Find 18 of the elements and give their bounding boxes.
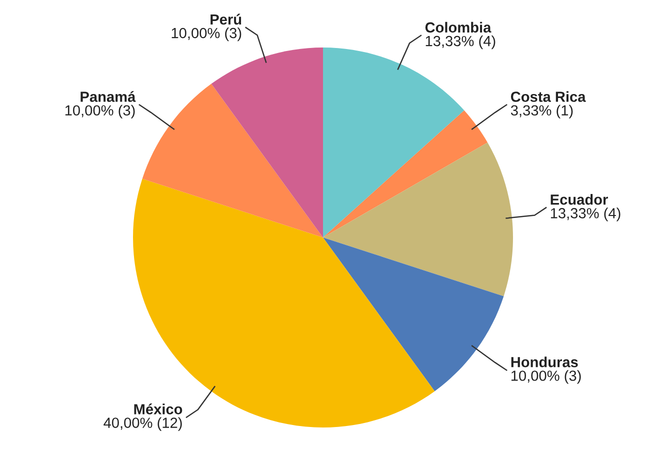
pie-slice <box>323 238 504 392</box>
data-label: 40,00% (12) <box>104 417 182 431</box>
data-label: 10,00% (3) <box>172 28 242 42</box>
slice-label: Honduras <box>511 356 578 368</box>
slice-label: Perú <box>210 14 242 25</box>
slice-label: Panamá <box>80 91 136 102</box>
slice-label: Costa Rica <box>510 91 586 102</box>
pie-slice <box>323 48 464 238</box>
data-label: 10,00% (3) <box>65 104 135 118</box>
slice-label: Colombia <box>425 22 492 33</box>
data-label: 3,33% (1) <box>510 104 573 118</box>
pie-slice <box>211 48 323 238</box>
data-label: 13,33% (4) <box>426 36 496 50</box>
slice-label: Ecuador <box>550 194 608 205</box>
data-label: 10,00% (3) <box>511 370 581 384</box>
pie-slice <box>323 142 513 296</box>
slice-label: México <box>134 404 182 414</box>
data-label: 13,33% (4) <box>550 208 620 222</box>
